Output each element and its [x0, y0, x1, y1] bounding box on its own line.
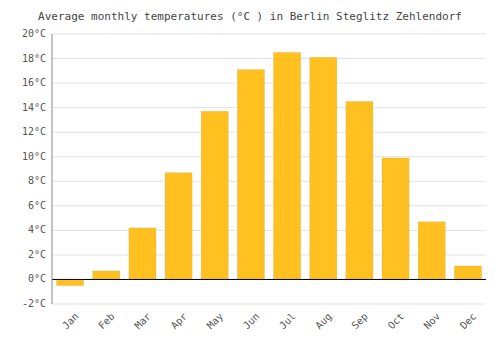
x-tick-label: Jun	[241, 311, 262, 332]
y-tick-label: 14°C	[22, 102, 46, 113]
grid-line	[52, 58, 486, 59]
grid-line	[52, 279, 486, 280]
grid-line	[52, 181, 486, 182]
y-tick-label: 2°C	[28, 249, 46, 260]
y-tick-label: 6°C	[28, 200, 46, 211]
x-tick-label: May	[205, 311, 226, 332]
grid-line	[52, 107, 486, 108]
y-tick-label: 10°C	[22, 151, 46, 162]
y-tick-label: -2°C	[22, 298, 46, 309]
x-tick-label: Nov	[422, 311, 443, 332]
grid-line	[52, 156, 486, 157]
x-tick-label: Jan	[60, 311, 81, 332]
bar	[310, 57, 337, 279]
x-tick-label: Oct	[386, 311, 407, 332]
x-tick-label: Apr	[169, 311, 190, 332]
grid-line	[52, 132, 486, 133]
zero-line	[52, 279, 486, 280]
bar	[346, 102, 373, 280]
x-tick-label: Dec	[458, 311, 479, 332]
grid-line	[52, 34, 486, 35]
bar	[201, 111, 228, 279]
grid	[52, 34, 486, 304]
grid-line	[52, 304, 486, 305]
y-tick-label: 4°C	[28, 224, 46, 235]
bar	[93, 271, 120, 280]
x-tick-label: Mar	[132, 311, 153, 332]
bar	[382, 158, 409, 279]
bar	[129, 228, 156, 280]
y-tick-labels: -2°C 0°C 2°C 4°C 6°C 8°C 10°C 12°C 14°C 16°C 18°C 2…	[22, 28, 46, 309]
chart-svg: -2°C 0°C 2°C 4°C 6°C 8°C 10°C 12°C 14°C 16°C 18°C 2…	[0, 0, 500, 350]
y-tick-label: 16°C	[22, 77, 46, 88]
x-tick-label: Feb	[96, 311, 117, 332]
grid-line	[52, 205, 486, 206]
chart-container: -2°C 0°C 2°C 4°C 6°C 8°C 10°C 12°C 14°C 16°C 18°C 2…	[0, 0, 500, 350]
y-tick-label: 12°C	[22, 126, 46, 137]
bar	[57, 279, 84, 285]
y-axis-line	[52, 34, 53, 304]
x-tick-label: Jul	[277, 311, 298, 332]
title: Average monthly temperatures (°C ) in Be…	[38, 10, 462, 23]
x-tick-labels: Jan Feb Mar Apr May Jun Jul Aug Sep Oct Nov Dec	[60, 311, 478, 332]
bar	[274, 52, 301, 279]
grid-line	[52, 83, 486, 84]
y-tick-label: 0°C	[28, 273, 46, 284]
bar	[237, 70, 264, 280]
y-tick-label: 20°C	[22, 28, 46, 39]
x-tick-label: Sep	[349, 311, 370, 332]
bar	[454, 266, 481, 280]
x-tick-label: Aug	[313, 311, 334, 332]
bars	[57, 52, 482, 285]
y-tick-label: 8°C	[28, 175, 46, 186]
y-tick-label: 18°C	[22, 53, 46, 64]
bar	[418, 222, 445, 280]
bar	[165, 173, 192, 280]
